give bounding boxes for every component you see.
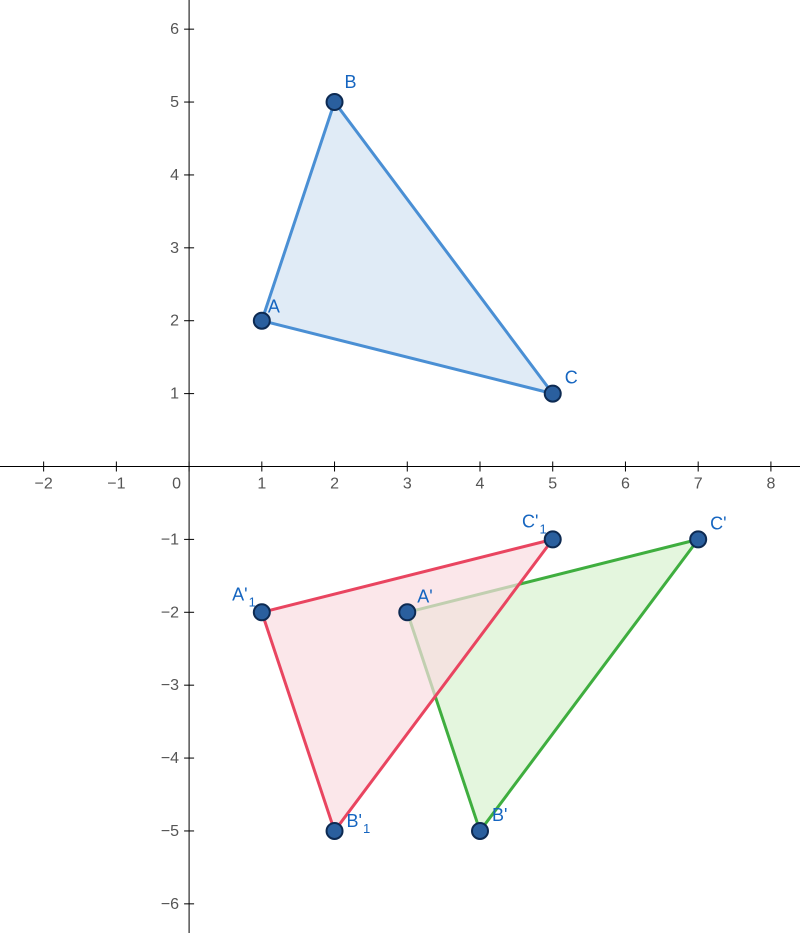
y-tick-label: −1 [161, 531, 179, 548]
x-tick-label: 2 [330, 476, 339, 493]
point-label-C1prime: C'1 [522, 511, 547, 536]
point-C1prime[interactable] [545, 531, 561, 547]
y-tick-label: 3 [170, 240, 179, 257]
y-tick-label: 4 [170, 167, 179, 184]
point-Bprime[interactable] [472, 823, 488, 839]
y-tick-label: 2 [170, 313, 179, 330]
y-tick-label: −4 [161, 750, 179, 767]
y-tick-label: −5 [161, 823, 179, 840]
point-C[interactable] [545, 386, 561, 402]
x-tick-label: 5 [548, 476, 557, 493]
x-tick-label: −1 [107, 476, 125, 493]
point-A1prime[interactable] [254, 604, 270, 620]
point-Aprime[interactable] [399, 604, 415, 620]
point-label-A: A [268, 297, 280, 317]
triangle-abc [262, 102, 553, 394]
axes: −2 −1 0 1 2 3 4 5 6 7 8 −6 −5 −4 −3 −2 −1 1 2 3 4 5 6 [0, 0, 800, 933]
y-tick-label: −2 [161, 604, 179, 621]
x-tick-label: −2 [35, 476, 53, 493]
point-label-Cprime: C' [710, 513, 726, 533]
x-tick-label: 4 [476, 476, 485, 493]
x-tick-label: 1 [257, 476, 266, 493]
y-tick-label: 1 [170, 386, 179, 403]
point-label-C: C [565, 368, 578, 388]
point-label-Bprime: B' [492, 805, 507, 825]
y-tick-label: −6 [161, 896, 179, 913]
y-tick-label: 6 [170, 21, 179, 38]
point-label-A1prime: A'1 [232, 584, 256, 609]
x-tick-label: 0 [172, 476, 181, 493]
x-tick-label: 6 [621, 476, 630, 493]
point-B[interactable] [327, 94, 343, 110]
x-tick-label: 8 [766, 476, 775, 493]
point-label-Aprime: A' [417, 586, 432, 606]
x-tick-label: 3 [403, 476, 412, 493]
point-label-B: B [345, 72, 357, 92]
point-label-B1prime: B'1 [347, 811, 371, 836]
coordinate-plot: −2 −1 0 1 2 3 4 5 6 7 8 −6 −5 −4 −3 −2 −1 1 2 3 4 5 6 A B C A' B' C'… [0, 0, 800, 933]
point-B1prime[interactable] [327, 823, 343, 839]
y-tick-label: −3 [161, 677, 179, 694]
x-tick-label: 7 [694, 476, 703, 493]
point-Cprime[interactable] [690, 531, 706, 547]
y-tick-label: 5 [170, 94, 179, 111]
